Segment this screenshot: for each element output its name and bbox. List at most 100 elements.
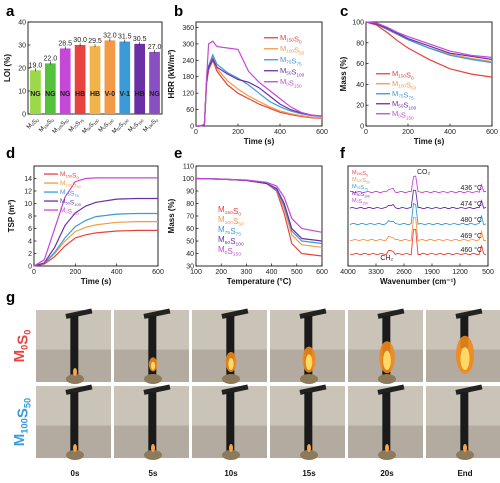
label-part: S xyxy=(70,199,75,206)
label-part: M xyxy=(82,127,90,135)
y-tick-label: 8 xyxy=(28,214,32,221)
label-part: 100 xyxy=(357,179,363,183)
time-label: 0s xyxy=(71,469,80,478)
label-part: 100 xyxy=(225,220,234,226)
sample-strip xyxy=(304,316,313,376)
legend-entry: M75S75 xyxy=(280,55,302,66)
sample-strip xyxy=(148,316,157,376)
label-part: M xyxy=(26,123,34,131)
legend-entry: M75S75 xyxy=(218,225,241,238)
label-part: 75 xyxy=(364,187,368,191)
series-line xyxy=(33,197,158,267)
y-tick-label: 300 xyxy=(182,41,194,48)
legend-entry: M50S100 xyxy=(392,99,417,110)
y-tick-label: 40 xyxy=(356,82,364,89)
flame-core xyxy=(228,358,234,370)
burner-nozzle xyxy=(66,450,84,460)
label-part: M xyxy=(392,109,398,118)
series-line xyxy=(33,212,158,267)
time-label: 15s xyxy=(302,469,316,478)
bar-value-label: 32.0 xyxy=(103,32,117,39)
x-tick-label: 400 xyxy=(444,129,456,136)
bar-value-label: 29.5 xyxy=(88,38,102,45)
ul94-rating: NG xyxy=(30,91,41,98)
label-part: 75 xyxy=(357,186,361,190)
x-tick-label: 0 xyxy=(194,129,198,136)
x-tick-label: 600 xyxy=(316,269,328,276)
y-tick-label: 30 xyxy=(186,264,194,271)
label-part: 50 xyxy=(366,180,370,184)
legend-entry: M50S100 xyxy=(60,198,82,207)
plot-frame xyxy=(365,21,493,127)
burner-nozzle xyxy=(222,374,240,384)
bar-value-label: 30.0 xyxy=(73,37,87,44)
label-part: M xyxy=(352,170,357,176)
label-part: S xyxy=(72,181,77,188)
ul94-rating: V-0 xyxy=(105,91,116,98)
label-part: 75 xyxy=(225,230,231,236)
x-tick-label: 200 xyxy=(215,269,227,276)
burner-nozzle xyxy=(66,374,84,384)
y-tick-label: 100 xyxy=(182,176,194,183)
legend-entry: M150S0 xyxy=(60,171,79,180)
y-tick-label: 60 xyxy=(186,226,194,233)
x-tick-label: 200 xyxy=(69,269,81,276)
igniter-flame xyxy=(73,368,77,376)
label-part: 0 xyxy=(133,126,137,130)
y-tick-label: 0 xyxy=(360,124,364,131)
burner-nozzle xyxy=(144,450,162,460)
label-part: M xyxy=(352,177,357,183)
y-axis-label: LOI (%) xyxy=(3,54,12,82)
row-label: M100S50 xyxy=(11,398,33,446)
x-tick-label: 400 xyxy=(274,129,286,136)
series-line xyxy=(365,21,493,78)
label-part: 100 xyxy=(93,119,100,126)
label-part: S xyxy=(289,79,294,88)
igniter-flame xyxy=(463,444,467,452)
label-part: 150 xyxy=(286,38,294,43)
y-axis-label: TSP (m²) xyxy=(7,199,16,232)
label-part: 0 xyxy=(103,126,107,130)
y-tick-label: 180 xyxy=(182,74,194,81)
label-part: 0 xyxy=(36,119,40,123)
bar-value-label: 19.0 xyxy=(29,62,43,69)
igniter-flame xyxy=(307,444,311,452)
x-tick-label: 1900 xyxy=(424,269,440,276)
y-axis-label: Mass (%) xyxy=(339,56,348,91)
label-part: S xyxy=(406,81,411,90)
x-axis-label: Time (s) xyxy=(81,277,112,286)
x-tick-label: 4000 xyxy=(340,269,356,276)
legend-entry: M0S150 xyxy=(392,109,414,120)
label-part: 0 xyxy=(23,330,33,335)
x-tick-label: 2600 xyxy=(396,269,412,276)
loi-bar xyxy=(89,46,101,114)
label-part: M xyxy=(218,245,225,254)
loi-bar xyxy=(134,43,146,114)
ul94-rating: HB xyxy=(75,91,85,98)
label-part: S xyxy=(230,227,235,236)
label-part: S xyxy=(75,120,82,127)
label-part: 0 xyxy=(31,123,35,127)
series-line xyxy=(33,229,158,267)
loi-bar xyxy=(119,41,131,114)
ch2-annotation: CH₂ xyxy=(380,255,393,262)
x-axis-label: Time (s) xyxy=(414,137,445,146)
label-part: S xyxy=(32,119,39,126)
label-part: 50 xyxy=(23,398,33,408)
label-part: 50 xyxy=(286,71,292,76)
legend-entry: M100S50 xyxy=(352,177,370,184)
plot-frame xyxy=(347,165,489,267)
legend-entry: M50S100 xyxy=(218,235,244,248)
label-part: S xyxy=(401,111,406,120)
x-axis-label: Time (s) xyxy=(244,137,275,146)
panel-label-d: d xyxy=(6,145,15,162)
legend-entry: M0S150 xyxy=(352,198,368,205)
co2-annotation: CO₂ xyxy=(417,169,431,176)
label-part: S xyxy=(360,185,364,191)
legend-entry: M100S50 xyxy=(280,44,305,55)
temperature-label: 480 °C xyxy=(461,216,482,224)
x-tick-label: 400 xyxy=(266,269,278,276)
panel-label-c: c xyxy=(340,3,348,20)
